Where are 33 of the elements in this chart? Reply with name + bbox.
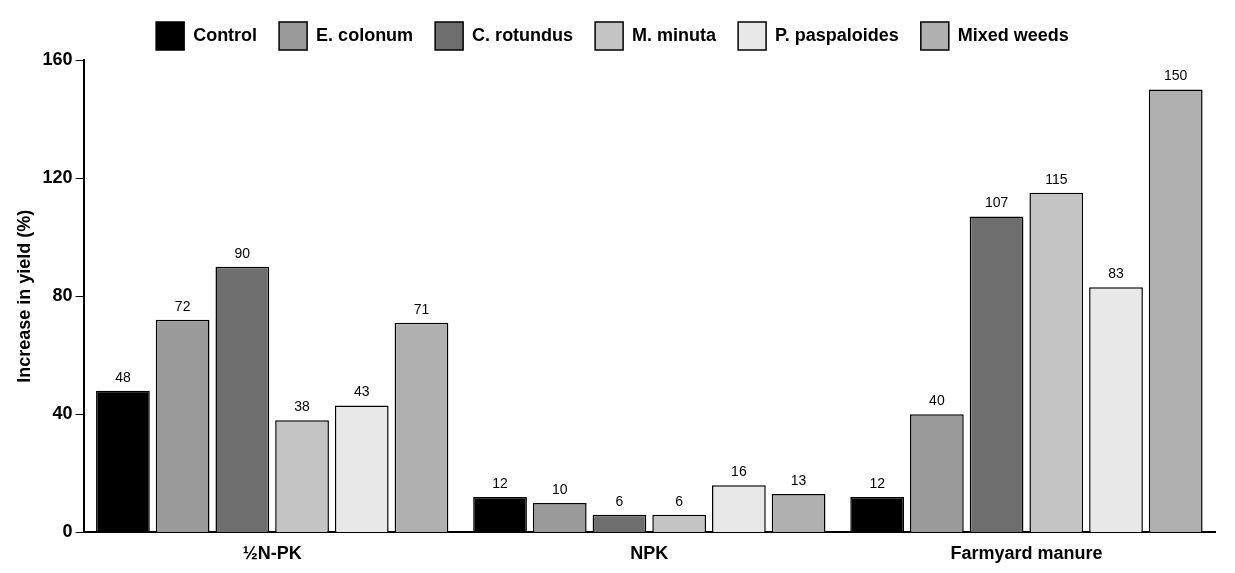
data-label: 6 <box>675 492 684 509</box>
x-tick-label: Farmyard manure <box>950 543 1103 564</box>
data-label: 38 <box>294 398 311 415</box>
y-tick-label: 80 <box>52 285 73 306</box>
data-label: 83 <box>1108 265 1124 282</box>
data-label: 6 <box>615 492 624 509</box>
data-label: 12 <box>492 474 509 491</box>
data-label: 115 <box>1045 170 1068 187</box>
data-label: 12 <box>869 474 886 491</box>
y-tick-label: 160 <box>42 48 73 69</box>
legend-label: C. rotundus <box>472 24 574 45</box>
data-label: 10 <box>551 480 568 497</box>
data-label: 150 <box>1164 67 1188 84</box>
y-tick-label: 120 <box>42 167 73 188</box>
data-label: 71 <box>413 300 430 317</box>
legend-label: P. paspaloides <box>775 24 899 45</box>
data-label: 13 <box>790 471 807 488</box>
data-label: 48 <box>115 368 131 385</box>
data-label: 43 <box>353 383 370 400</box>
data-label: 40 <box>929 392 945 409</box>
legend-label: Control <box>193 24 258 45</box>
data-label: 72 <box>174 297 191 314</box>
x-tick-label: ½N-PK <box>242 543 302 564</box>
legend-label: Mixed weeds <box>957 24 1069 45</box>
legend-label: M. minuta <box>632 24 718 45</box>
data-label: 90 <box>234 244 251 261</box>
legend-label: E. colonum <box>316 24 414 45</box>
data-label: 16 <box>731 463 747 480</box>
x-tick-label: NPK <box>630 543 669 564</box>
y-tick-label: 0 <box>62 521 73 542</box>
data-label: 107 <box>984 194 1009 211</box>
y-tick-label: 40 <box>52 403 73 424</box>
y-axis-title: Increase in yield (%) <box>13 209 34 383</box>
